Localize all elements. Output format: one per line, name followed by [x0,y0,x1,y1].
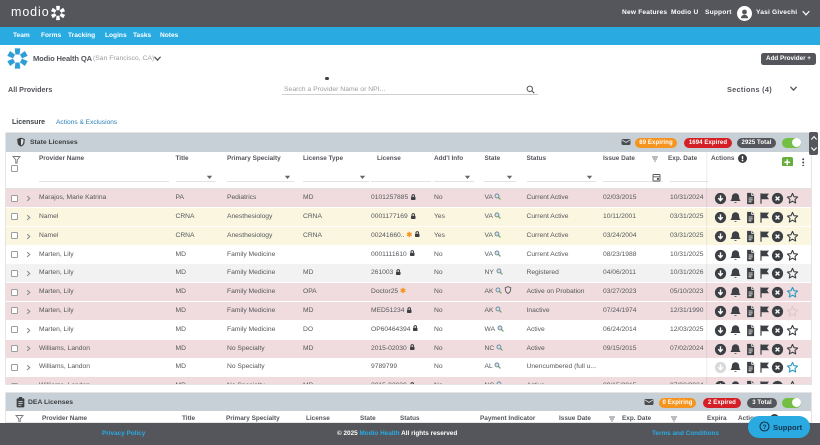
svg-text:?: ? [762,424,766,431]
